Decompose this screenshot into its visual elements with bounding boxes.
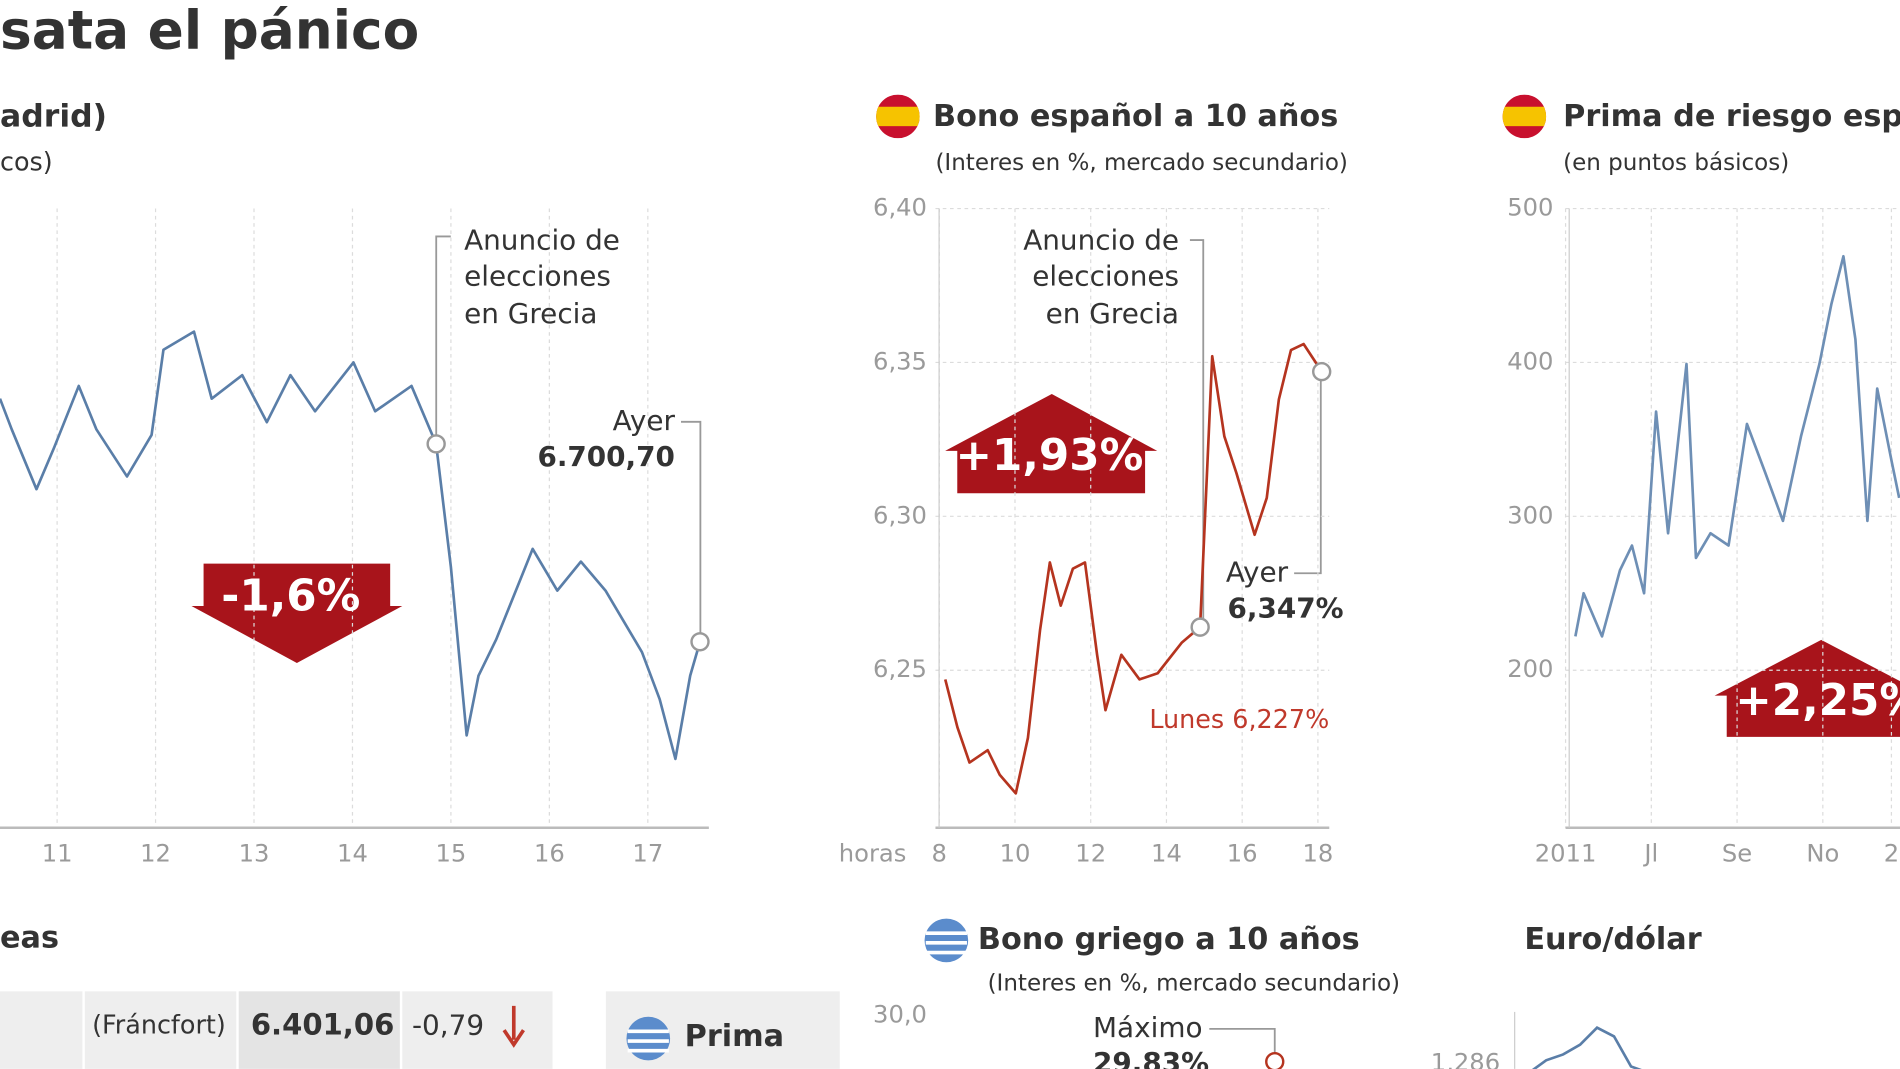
annotation: elecciones (1032, 260, 1179, 293)
y-tick-label: 6,35 (873, 347, 927, 375)
point (690, 632, 710, 652)
line (1574, 254, 1900, 638)
table-text: (Fráncfort) (92, 1009, 226, 1039)
chart-title: adrid) (0, 99, 107, 135)
connector (435, 235, 451, 445)
line (0, 330, 702, 761)
annotation: 29,83% (1093, 1046, 1209, 1069)
point (1190, 617, 1210, 637)
chart-subtitle: (en puntos básicos) (1563, 150, 1789, 176)
x-tick-label: 11 (42, 839, 73, 867)
chart-title: Prima de riesgo españ (1563, 99, 1900, 134)
section-title: eas (0, 921, 59, 956)
y-tick-label: 400 (1507, 347, 1553, 375)
line (1531, 1026, 1642, 1069)
annotation: -1,6% (221, 572, 360, 622)
x-tick-label: 18 (1302, 839, 1333, 867)
x-tick-label: 17 (632, 839, 663, 867)
chart-title: Bono español a 10 años (933, 99, 1338, 134)
page-title: sata el pánico (0, 0, 419, 62)
x-tick-label: Jl (1642, 839, 1658, 867)
annotation: elecciones (464, 260, 611, 293)
x-tick-label: 2 (1884, 839, 1899, 867)
x-tick-label: 14 (1151, 839, 1182, 867)
table-text: 6.401,06 (251, 1007, 394, 1041)
table-cell (84, 991, 237, 1069)
chart-subtitle: cos) (0, 147, 53, 177)
x-tick-label: 13 (239, 839, 270, 867)
point (1265, 1052, 1285, 1069)
greece-flag (626, 1016, 671, 1061)
x-tick-label: 12 (140, 839, 171, 867)
annotation: Anuncio de (1023, 223, 1179, 256)
annotation: Lunes 6,227% (1149, 704, 1329, 734)
x-tick-label: 16 (534, 839, 565, 867)
x-tick-label: 15 (436, 839, 467, 867)
connector (1209, 1027, 1276, 1055)
annotation: Máximo (1093, 1011, 1203, 1044)
annotation: 6.700,70 (537, 440, 674, 473)
y-tick-label: 30,0 (873, 1001, 927, 1029)
annotation: Ayer (613, 404, 676, 437)
x-tick-label: 8 (932, 839, 947, 867)
y-tick-label: 6,40 (873, 194, 927, 222)
chart-subtitle: (Interes en %, mercado secundario) (935, 150, 1347, 176)
y-tick-label: 6,30 (873, 501, 927, 529)
x-tick-label: 16 (1227, 839, 1258, 867)
y-tick-label: 1,286 (1431, 1049, 1500, 1069)
x-tick-label: 12 (1075, 839, 1106, 867)
greece-flag (924, 918, 969, 963)
chart-subtitle: (Interes en %, mercado secundario) (988, 971, 1400, 997)
table-cell (238, 991, 400, 1069)
up-arrow (1714, 639, 1900, 737)
down-arrow (191, 563, 403, 663)
annotation: 6,347% (1227, 592, 1343, 625)
down-icon (502, 1005, 525, 1048)
y-tick-label: 300 (1507, 501, 1553, 529)
chart-title: Bono griego a 10 años (978, 922, 1360, 957)
x-tick-label: 14 (337, 839, 368, 867)
y-tick-label: 500 (1507, 194, 1553, 222)
spain-flag (1502, 94, 1547, 139)
line (943, 342, 1323, 795)
annotation: +1,93% (955, 431, 1143, 481)
table-cell (402, 991, 553, 1069)
table-text: -0,79 (412, 1008, 484, 1041)
spain-flag (876, 94, 920, 139)
connector (680, 420, 702, 648)
y-tick-label: 6,25 (873, 655, 927, 683)
x-tick-label: Se (1722, 839, 1752, 867)
point (1312, 361, 1332, 382)
x-tick-label: No (1806, 839, 1839, 867)
annotation: Ayer (1226, 555, 1289, 588)
connector (1294, 363, 1322, 575)
up-arrow (945, 393, 1158, 494)
x-tick-label: 10 (1000, 839, 1031, 867)
annotation: Anuncio de (464, 223, 620, 256)
box-title: Prima (685, 1019, 785, 1054)
connector (1189, 239, 1205, 628)
chart-title: Euro/dólar (1524, 922, 1701, 957)
y-tick-label: 200 (1507, 655, 1553, 683)
x-tick-label: 2011 (1535, 839, 1597, 867)
x-axis-label: horas (839, 839, 907, 867)
annotation: +2,25% (1735, 676, 1900, 726)
annotation: en Grecia (464, 297, 597, 330)
table-cell (0, 991, 83, 1069)
point (426, 434, 446, 454)
annotation: en Grecia (1046, 297, 1179, 330)
